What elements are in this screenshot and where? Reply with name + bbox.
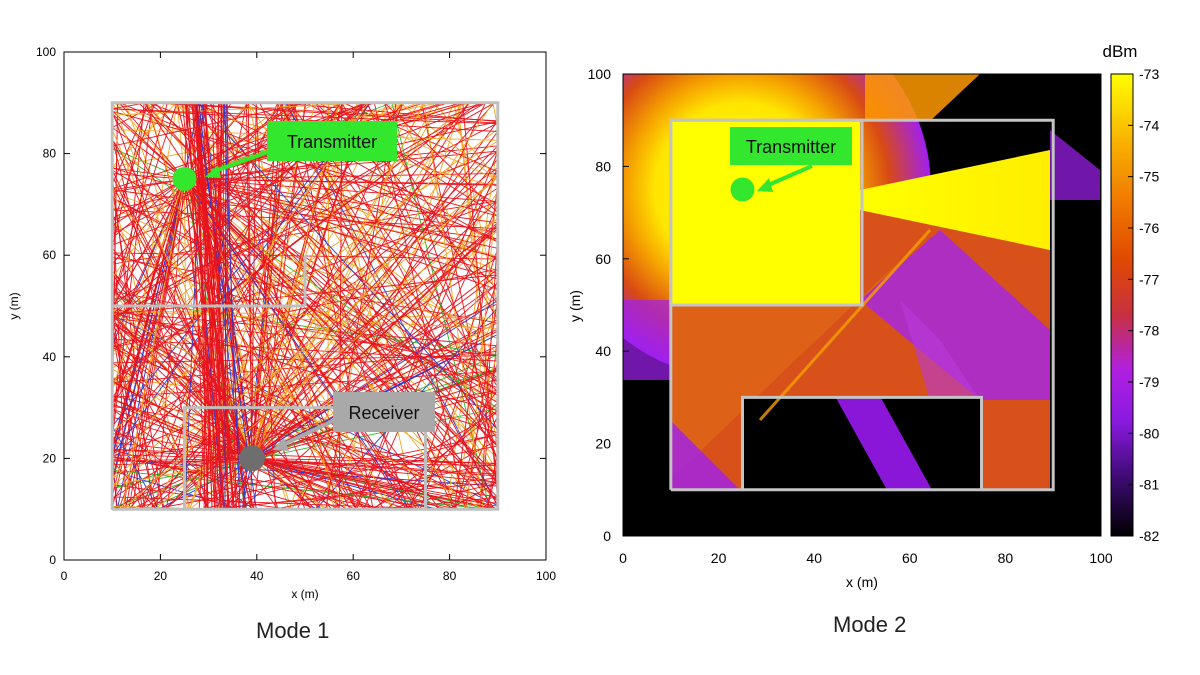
y-tick-label: 40 — [595, 343, 611, 359]
mode1-axes: 0 20 40 60 80 100 0 20 40 60 80 100 — [36, 45, 556, 583]
receiver-callout-box — [333, 392, 435, 432]
receiver-callout-label: Receiver — [348, 403, 419, 423]
ray-path — [111, 138, 253, 497]
mode2-walls — [669, 118, 1055, 492]
transmitter-arrow — [765, 164, 813, 188]
x-tick-label: 0 — [61, 569, 68, 583]
x-tick-label: 40 — [250, 569, 264, 583]
transmitter-callout-label: Transmitter — [746, 137, 836, 157]
mode1-markers: Transmitter Receiver — [172, 121, 435, 472]
colorbar-tick-label: -75 — [1139, 169, 1159, 185]
ray-path — [112, 102, 491, 510]
x-tick-label: 40 — [806, 550, 822, 566]
transmitter-marker — [172, 167, 197, 191]
colorbar-tick-label: -80 — [1139, 425, 1159, 441]
colorbar-tick-label: -78 — [1139, 323, 1159, 339]
colorbar-tick-label: -73 — [1139, 66, 1159, 82]
colorbar-tick-label: -77 — [1139, 271, 1159, 287]
transmitter-arrow — [211, 150, 269, 174]
x-tick-label: 60 — [347, 569, 361, 583]
y-tick-label: 0 — [49, 553, 56, 567]
y-tick-label: 100 — [588, 66, 612, 82]
colorbar-label: dBm — [1103, 42, 1138, 61]
y-tick-label: 20 — [595, 436, 611, 452]
colorbar — [1110, 73, 1134, 537]
receiver-marker — [238, 445, 265, 472]
mode2-caption: Mode 2 — [833, 612, 907, 637]
y-tick-label: 20 — [43, 451, 57, 465]
x-tick-label: 20 — [154, 569, 168, 583]
x-tick-label: 20 — [711, 550, 727, 566]
mode2-x-axis-label: x (m) — [846, 574, 878, 590]
ray-path — [111, 139, 498, 510]
x-tick-label: 60 — [902, 550, 918, 566]
y-tick-label: 0 — [603, 528, 611, 544]
mode1-caption: Mode 1 — [256, 618, 330, 643]
y-tick-label: 60 — [43, 248, 57, 262]
y-tick-label: 40 — [43, 350, 57, 364]
mode1-y-axis-label: y (m) — [7, 292, 21, 319]
transmitter-marker — [730, 177, 755, 202]
ray-path — [111, 168, 499, 511]
mode2-markers: Transmitter — [730, 127, 852, 202]
y-tick-label: 60 — [595, 251, 611, 267]
mode2-y-axis-label: y (m) — [567, 290, 583, 322]
x-tick-label: 100 — [1089, 550, 1113, 566]
x-tick-label: 80 — [998, 550, 1014, 566]
receiver-arrow — [279, 418, 336, 448]
colorbar-ticks: -73 -74 -75 -76 -77 -78 -79 -80 -81 -82 — [1128, 66, 1159, 544]
mode2-heatmap — [623, 74, 1101, 536]
y-tick-label: 80 — [595, 158, 611, 174]
wall-lower-room — [741, 395, 983, 490]
ray-path — [112, 102, 499, 459]
transmitter-arrowhead — [757, 178, 773, 192]
wall-outer-wall — [110, 101, 500, 511]
colorbar-tick-label: -74 — [1139, 117, 1159, 133]
colorbar-tick-label: -81 — [1139, 477, 1159, 493]
wall-lower-room — [183, 406, 427, 510]
mode2-plot-frame — [622, 73, 1102, 537]
mode2-axes: 0 20 40 60 80 100 0 20 40 60 80 100 — [588, 66, 1113, 566]
x-tick-label: 100 — [536, 569, 556, 583]
wall-transmitter-room — [669, 118, 864, 307]
mode1-chart: 0 20 40 60 80 100 0 20 40 60 80 100 x (m) y (m) Tra… — [7, 45, 556, 601]
ray-path — [111, 101, 499, 510]
x-tick-label: 80 — [443, 569, 457, 583]
colorbar-tick-label: -82 — [1139, 528, 1159, 544]
transmitter-callout-box — [730, 127, 852, 165]
x-tick-label: 0 — [619, 550, 627, 566]
mode1-walls — [110, 101, 500, 511]
mode1-x-axis-label: x (m) — [291, 587, 318, 601]
transmitter-callout-box — [267, 121, 397, 161]
receiver-arrowhead — [272, 438, 289, 451]
transmitter-callout-label: Transmitter — [287, 132, 377, 152]
y-tick-label: 80 — [43, 147, 57, 161]
colorbar-tick-label: -76 — [1139, 220, 1159, 236]
ray-path — [146, 102, 499, 511]
transmitter-arrowhead — [205, 165, 221, 178]
colorbar-tick-label: -79 — [1139, 374, 1159, 390]
y-tick-label: 100 — [36, 45, 56, 59]
ray-path — [111, 178, 499, 510]
